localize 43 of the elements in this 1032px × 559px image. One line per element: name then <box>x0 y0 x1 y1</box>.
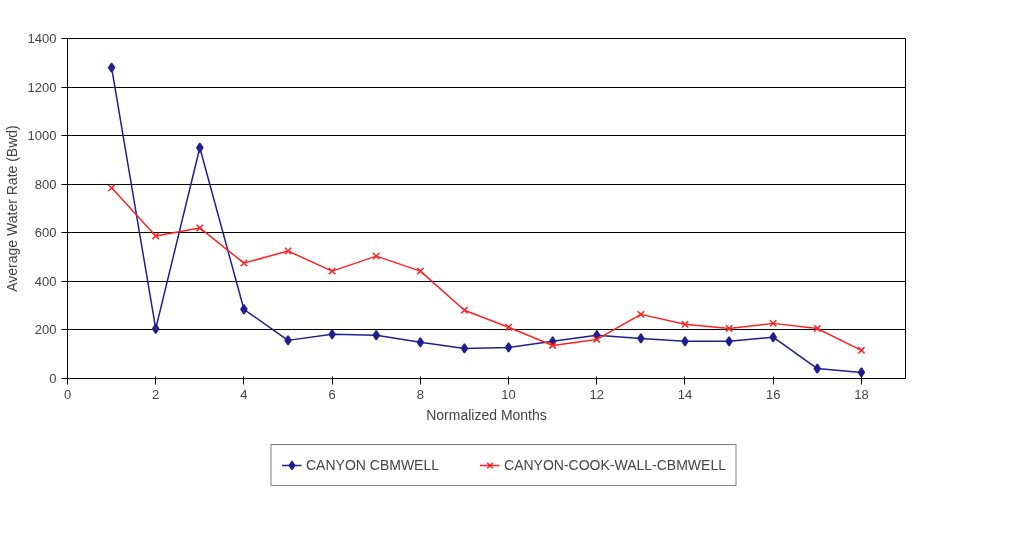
point <box>372 252 381 261</box>
y-tick-label: 1400 <box>27 31 57 46</box>
point <box>460 306 469 315</box>
point <box>460 343 469 354</box>
y-tick-label: 800 <box>34 176 57 192</box>
y-tick-label: 1200 <box>27 79 57 95</box>
point <box>240 304 248 315</box>
x-tick-label: 8 <box>416 386 424 402</box>
point <box>637 333 645 344</box>
x-tick-label: 6 <box>328 386 336 402</box>
point <box>107 62 116 73</box>
y-tick-label: 0 <box>49 371 57 386</box>
x-axis-title: Normalized Months <box>426 406 547 423</box>
point <box>151 323 160 334</box>
y-tick-label: 200 <box>34 322 57 338</box>
legend-label: CANYON CBMWELL <box>306 457 440 473</box>
point <box>857 367 866 378</box>
point <box>328 329 336 340</box>
point <box>725 336 733 347</box>
point <box>328 267 337 276</box>
point <box>681 336 689 347</box>
y-axis-title: Average Water Rate (Bwd) <box>3 125 20 292</box>
x-tick-label: 10 <box>501 386 516 402</box>
point <box>813 363 822 374</box>
x-tick-label: 2 <box>152 386 160 402</box>
point <box>416 267 425 276</box>
y-tick-label: 1000 <box>27 128 57 144</box>
point <box>239 259 248 268</box>
y-tick-label: 600 <box>34 225 57 241</box>
point <box>504 323 513 332</box>
x-tick-label: 12 <box>589 386 604 402</box>
legend-label: CANYON-COOK-WALL-CBMWELL <box>504 457 726 473</box>
point <box>416 337 425 348</box>
point <box>284 247 292 255</box>
x-tick-label: 4 <box>240 386 248 402</box>
x-tick-label: 14 <box>677 386 693 402</box>
point <box>372 330 380 341</box>
point <box>284 335 292 346</box>
x-tick-label: 0 <box>63 386 72 402</box>
x-tick-label: 18 <box>854 386 869 402</box>
point <box>504 342 513 353</box>
y-tick-label: 400 <box>34 273 57 289</box>
x-tick-label: 16 <box>765 386 781 402</box>
